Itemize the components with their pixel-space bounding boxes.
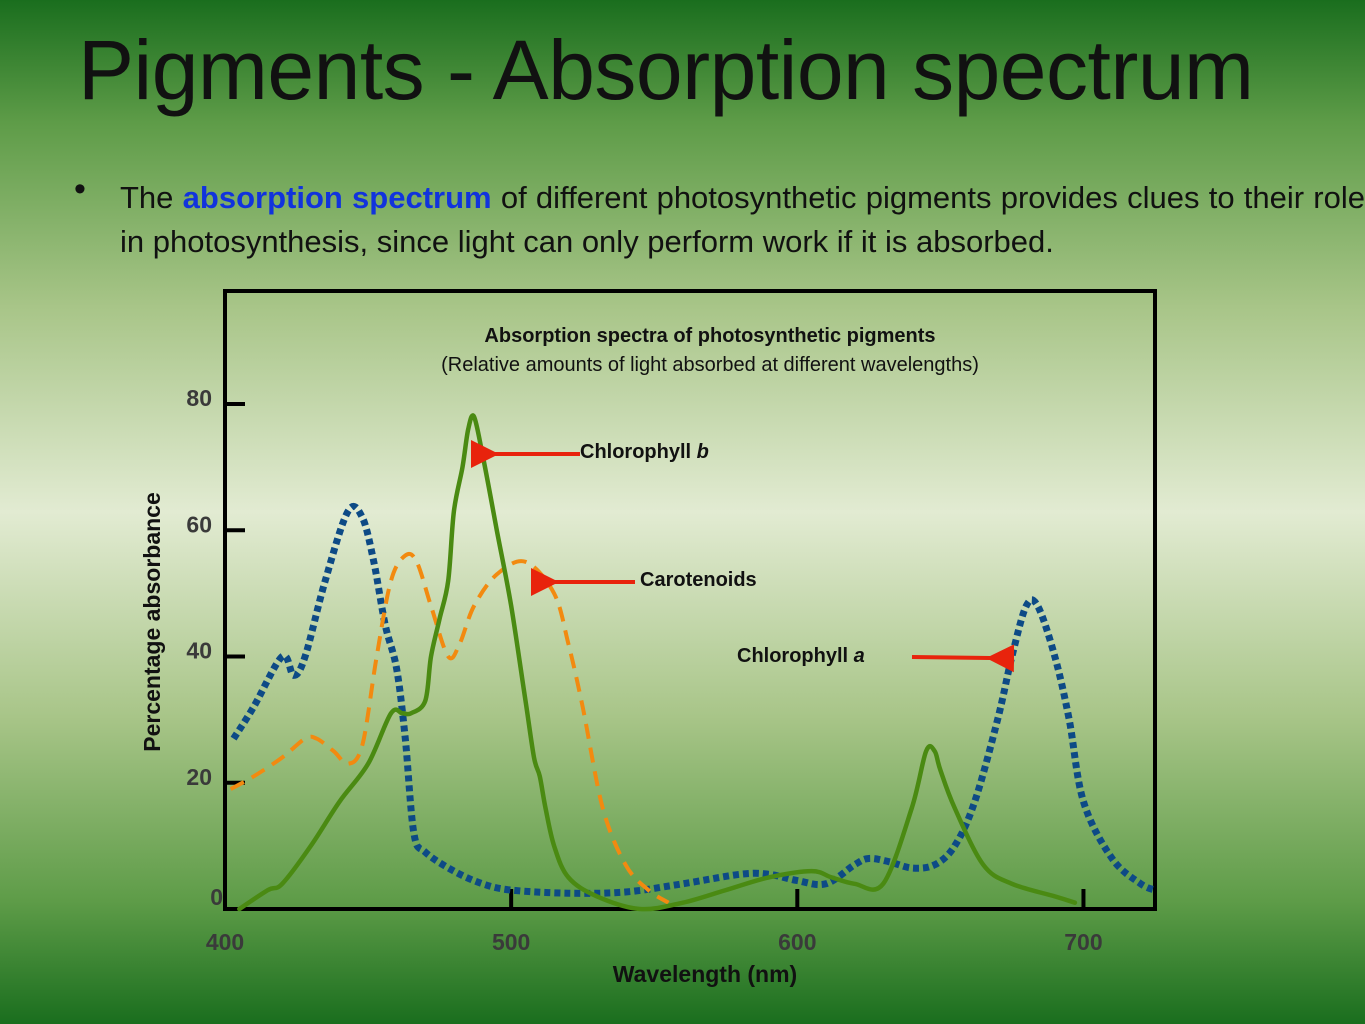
bullet-text-rest: of different photosynthetic pigments pro… [120, 180, 1365, 259]
x-axis-title: Wavelength (nm) [613, 961, 797, 987]
x-tick-label-600: 600 [778, 929, 816, 955]
bullet-text-start: The [120, 180, 174, 215]
y-axis-title: Percentage absorbance [139, 492, 165, 752]
chlorophyll-a-label-letter: a [854, 645, 865, 667]
chlorophyll-a-arrow [911, 644, 1015, 673]
plot-frame [223, 289, 1157, 911]
x-tick-label-500: 500 [492, 929, 530, 955]
y-tick-label-60: 60 [186, 511, 212, 537]
annotations-group: Chlorophyll b Carotenoids Chlorophyll a [471, 440, 1015, 673]
chart-subtitle: (Relative amounts of light absorbed at d… [441, 354, 979, 376]
chlorophyll-b-label-letter: b [697, 441, 709, 463]
highlight-term: absorption spectrum [182, 180, 492, 215]
chlorophyll-a-label: Chlorophyll a [737, 645, 865, 667]
bullet-text: The absorption spectrum of different pho… [120, 176, 1365, 264]
y-tick-label-20: 20 [186, 764, 212, 790]
chlorophyll-b-label: Chlorophyll b [580, 441, 709, 463]
y-tick-label-0: 0 [210, 884, 223, 910]
series-group [229, 413, 1157, 912]
slide-title: Pigments - Absorption spectrum [78, 23, 1254, 117]
chlorophyll-a-series-line [230, 502, 1157, 897]
carotenoids-label: Carotenoids [640, 569, 757, 591]
x-tick-label-400: 400 [206, 929, 244, 955]
y-tick-label-40: 40 [186, 638, 212, 664]
carotenoids-series-line [229, 551, 670, 905]
chart-title: Absorption spectra of photosynthetic pig… [484, 325, 935, 347]
chlorophyll-b-series-line [237, 413, 1078, 912]
x-tick-label-700: 700 [1064, 929, 1102, 955]
bullet-icon: • [74, 170, 86, 208]
y-tick-label-80: 80 [186, 385, 212, 411]
axes-group: 0 20 40 60 80 400 500 600 700 [186, 385, 1102, 955]
